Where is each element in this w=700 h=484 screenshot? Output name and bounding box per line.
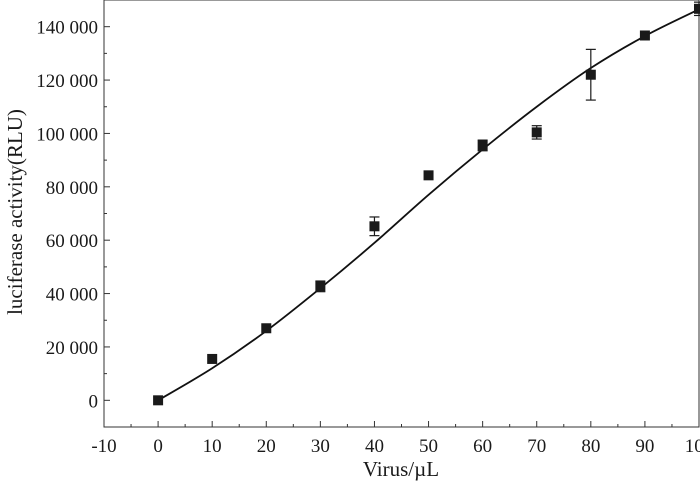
data-point <box>694 3 700 14</box>
x-tick-label: 0 <box>153 436 163 457</box>
data-point <box>315 281 326 292</box>
x-tick-label: 30 <box>311 436 330 457</box>
y-tick-label: 140 000 <box>36 18 98 39</box>
y-tick-label: 40 000 <box>46 285 98 306</box>
y-tick-label: 0 <box>89 391 99 412</box>
data-point <box>207 353 218 364</box>
data-point <box>639 30 650 41</box>
x-tick-label: 60 <box>473 436 492 457</box>
y-tick-label: 60 000 <box>46 231 98 252</box>
data-point <box>477 140 488 151</box>
x-axis-ticks: -10 0 10 20 30 40 50 60 70 80 90 100 <box>91 421 700 457</box>
y-tick-label: 20 000 <box>46 338 98 359</box>
x-tick-label: -10 <box>91 436 116 457</box>
y-tick-label: 80 000 <box>46 178 98 199</box>
plot-frame <box>103 0 700 428</box>
data-point-layer <box>153 3 700 406</box>
data-point <box>153 395 164 406</box>
y-axis-title: luciferase activity(RLU) <box>3 109 27 315</box>
data-point <box>261 323 272 334</box>
x-tick-label: 90 <box>635 436 654 457</box>
data-point <box>369 221 380 232</box>
y-tick-label: 120 000 <box>36 71 98 92</box>
x-tick-label: 80 <box>581 436 600 457</box>
data-point <box>531 127 542 138</box>
fit-curve <box>157 8 700 402</box>
x-tick-label: 40 <box>365 436 384 457</box>
data-point <box>585 69 596 80</box>
data-point <box>423 170 434 181</box>
x-tick-label: 10 <box>203 436 222 457</box>
x-tick-label: 20 <box>257 436 276 457</box>
fit-curve-layer <box>157 8 700 402</box>
x-tick-label: 100 <box>685 436 700 457</box>
x-tick-label: 50 <box>419 436 438 457</box>
y-tick-label: 100 000 <box>36 124 98 145</box>
error-bar-layer <box>315 1 700 293</box>
x-tick-label: 70 <box>527 436 546 457</box>
y-axis-ticks: 0 20 000 40 000 60 000 80 000 100 000 120 000 1… <box>36 18 110 412</box>
x-axis-title: Virus/µL <box>363 457 439 481</box>
